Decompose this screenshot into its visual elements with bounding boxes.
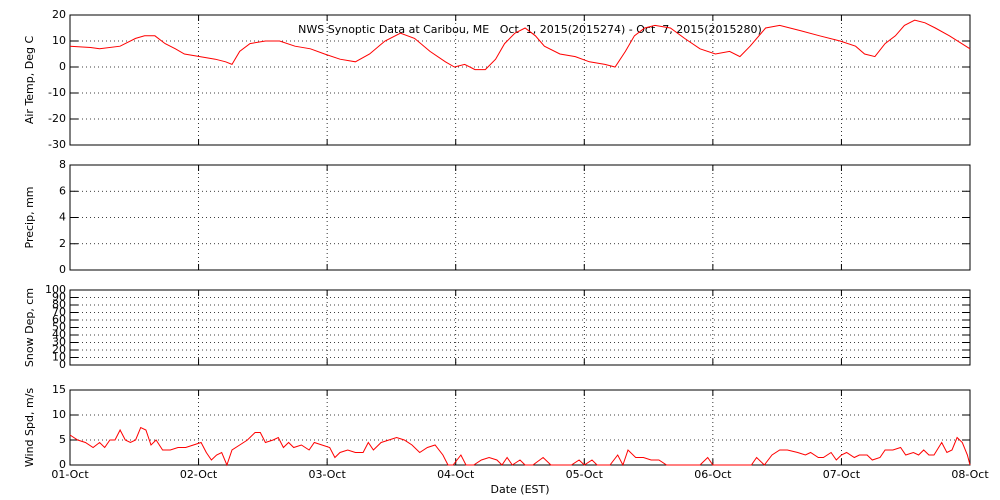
y-tick-label: 6 — [59, 184, 66, 197]
y-tick-label: 90 — [52, 291, 66, 304]
x-tick-label: 03-Oct — [308, 468, 346, 481]
y-tick-label: 80 — [52, 298, 66, 311]
y-tick-label: 5 — [59, 433, 66, 446]
x-axis-label: Date (EST) — [490, 483, 549, 496]
plot-frame — [69, 14, 971, 146]
data-line — [69, 426, 971, 467]
y-tick-label: -20 — [48, 112, 66, 125]
y-tick-label: 20 — [52, 343, 66, 356]
y-axis-label: Wind Spd, m/s — [23, 388, 36, 468]
y-tick-label: 70 — [52, 306, 66, 319]
x-tick-label: 08-Oct — [951, 468, 989, 481]
y-tick-label: 15 — [52, 383, 66, 396]
y-tick-label: 60 — [52, 313, 66, 326]
x-tick-label: 04-Oct — [437, 468, 475, 481]
y-tick-label: 4 — [59, 211, 66, 224]
y-tick-label: 0 — [59, 263, 66, 276]
x-tick-label: 02-Oct — [180, 468, 218, 481]
y-axis-label: Air Temp, Deg C — [23, 36, 36, 125]
x-tick-label: 07-Oct — [823, 468, 861, 481]
y-tick-label: 2 — [59, 237, 66, 250]
y-tick-label: 10 — [52, 34, 66, 47]
chart-title: NWS Synoptic Data at Caribou, ME Oct 1, … — [298, 23, 762, 36]
y-tick-label: 20 — [52, 8, 66, 21]
plot-frame — [69, 289, 971, 366]
plot-frame — [69, 389, 971, 466]
y-tick-label: 0 — [59, 358, 66, 371]
y-tick-label: 50 — [52, 321, 66, 334]
y-tick-label: 0 — [59, 60, 66, 73]
x-tick-label: 01-Oct — [51, 468, 89, 481]
y-tick-label: -30 — [48, 138, 66, 151]
x-tick-label: 06-Oct — [694, 468, 732, 481]
y-tick-label: 30 — [52, 336, 66, 349]
y-tick-label: 40 — [52, 328, 66, 341]
y-tick-label: 0 — [59, 458, 66, 471]
y-tick-label: 10 — [52, 408, 66, 421]
y-tick-label: 100 — [45, 283, 66, 296]
plot-frame — [69, 164, 971, 271]
y-tick-label: -10 — [48, 86, 66, 99]
data-line — [69, 19, 971, 71]
y-tick-label: 8 — [59, 158, 66, 171]
y-axis-label: Snow Dep, cm — [23, 288, 36, 367]
y-axis-label: Precip, mm — [23, 187, 36, 249]
x-tick-label: 05-Oct — [566, 468, 604, 481]
y-tick-label: 10 — [52, 351, 66, 364]
